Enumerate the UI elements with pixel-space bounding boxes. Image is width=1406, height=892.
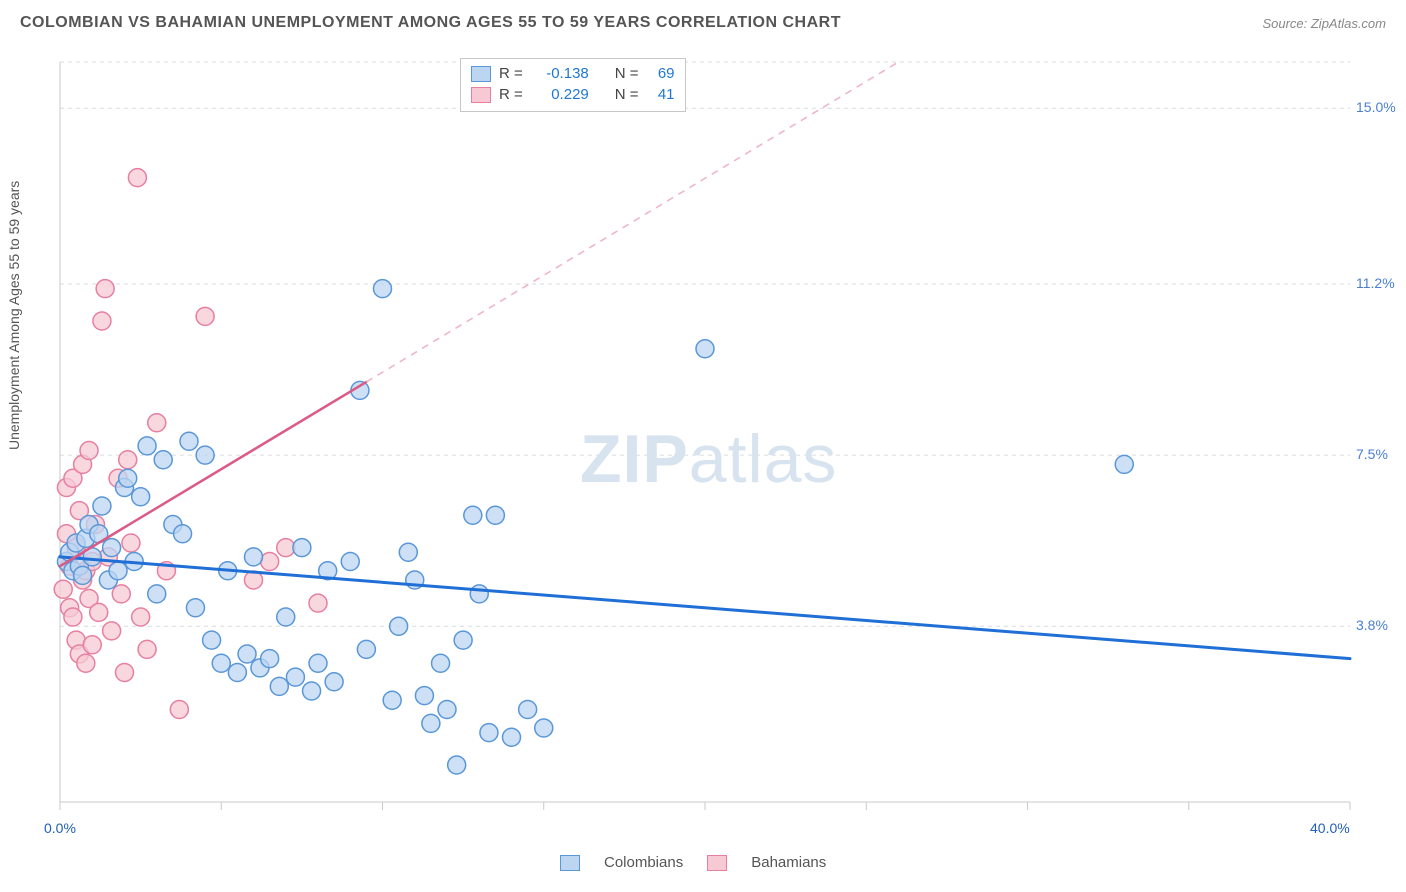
r-value-colombians: -0.138 xyxy=(531,65,589,82)
scatter-plot-svg xyxy=(50,52,1390,842)
source-prefix: Source: xyxy=(1262,16,1310,31)
r-label: R = xyxy=(499,65,523,82)
y-axis-right-tick-label: 15.0% xyxy=(1356,99,1396,115)
series-label-colombians: Colombians xyxy=(604,854,683,871)
source-attribution: Source: ZipAtlas.com xyxy=(1262,16,1386,31)
correlation-legend: R = -0.138 N = 69 R = 0.229 N = 41 xyxy=(460,58,686,112)
y-axis-right-tick-label: 3.8% xyxy=(1356,617,1388,633)
correlation-row-colombians: R = -0.138 N = 69 xyxy=(471,63,675,84)
y-axis-label: Unemployment Among Ages 55 to 59 years xyxy=(6,181,22,450)
swatch-bahamians xyxy=(707,855,727,871)
swatch-colombians xyxy=(471,66,491,82)
n-label: N = xyxy=(615,86,639,103)
r-value-bahamians: 0.229 xyxy=(531,86,589,103)
series-label-bahamians: Bahamians xyxy=(751,854,826,871)
chart-title: COLOMBIAN VS BAHAMIAN UNEMPLOYMENT AMONG… xyxy=(20,14,841,32)
x-axis-max-label: 40.0% xyxy=(1310,820,1350,836)
chart-plot-area xyxy=(50,52,1390,842)
y-axis-right-tick-label: 7.5% xyxy=(1356,446,1388,462)
r-label: R = xyxy=(499,86,523,103)
swatch-bahamians xyxy=(471,87,491,103)
n-value-colombians: 69 xyxy=(647,65,675,82)
correlation-row-bahamians: R = 0.229 N = 41 xyxy=(471,84,675,105)
n-value-bahamians: 41 xyxy=(647,86,675,103)
n-label: N = xyxy=(615,65,639,82)
series-legend: Colombians Bahamians xyxy=(560,854,826,871)
y-axis-right-tick-label: 11.2% xyxy=(1356,275,1395,291)
source-name: ZipAtlas.com xyxy=(1311,16,1386,31)
x-axis-min-label: 0.0% xyxy=(44,820,76,836)
swatch-colombians xyxy=(560,855,580,871)
